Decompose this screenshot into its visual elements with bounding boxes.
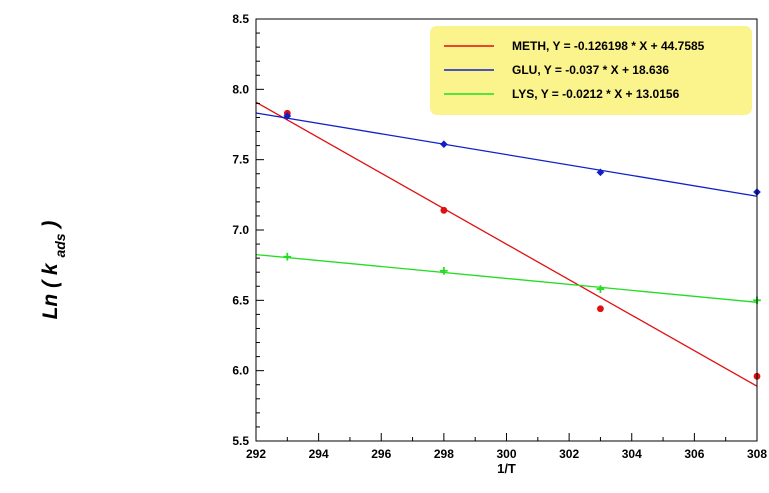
fit-line bbox=[255, 112, 758, 197]
data-point bbox=[440, 206, 448, 214]
axes: 292 294 296 298 300 302 304 306 308 5.5 6.0 6.5 7.0 7… bbox=[232, 12, 767, 461]
fit-line bbox=[255, 101, 758, 387]
fit-lines bbox=[255, 101, 758, 387]
legend: METH, Y = -0.126198 * X + 44.7585 GLU, Y … bbox=[430, 26, 752, 115]
x-tick-label: 300 bbox=[496, 447, 516, 461]
y-axis-label-close-paren: ) bbox=[39, 221, 62, 230]
data-point bbox=[283, 252, 292, 261]
x-tick-label: 308 bbox=[747, 447, 767, 461]
x-tick-label: 292 bbox=[246, 447, 266, 461]
y-axis-label: Ln ( k ads ) bbox=[39, 221, 68, 320]
x-tick-label: 294 bbox=[309, 447, 329, 461]
fit-line bbox=[255, 253, 758, 303]
y-tick-label: 8.0 bbox=[232, 82, 249, 96]
data-point bbox=[596, 285, 605, 293]
y-axis-label-variable: k bbox=[39, 262, 62, 275]
x-axis-label: 1/T bbox=[497, 461, 516, 476]
y-tick-label: 6.0 bbox=[232, 364, 249, 378]
legend-label: METH, Y = -0.126198 * X + 44.7585 bbox=[512, 39, 705, 53]
y-axis-label-main: Ln bbox=[39, 294, 62, 320]
legend-label: GLU, Y = -0.037 * X + 18.636 bbox=[512, 63, 669, 77]
data-point bbox=[283, 112, 292, 120]
y-tick-label: 6.5 bbox=[232, 293, 249, 307]
y-axis-label-open-paren: ( bbox=[39, 279, 62, 288]
data-point bbox=[597, 305, 604, 313]
y-tick-label: 5.5 bbox=[232, 434, 249, 448]
x-tick-label: 298 bbox=[434, 447, 454, 461]
data-markers bbox=[283, 109, 761, 380]
y-tick-label: 8.5 bbox=[232, 12, 249, 26]
y-tick-label: 7.0 bbox=[232, 223, 249, 237]
data-point bbox=[596, 168, 605, 177]
legend-label: LYS, Y = -0.0212 * X + 13.0156 bbox=[512, 87, 680, 101]
legend-box bbox=[430, 26, 752, 115]
x-tick-label: 296 bbox=[371, 447, 391, 461]
x-tick-label: 302 bbox=[559, 447, 579, 461]
y-tick-label: 7.5 bbox=[232, 153, 249, 167]
data-point bbox=[440, 140, 448, 148]
x-tick-label: 304 bbox=[622, 447, 642, 461]
data-point bbox=[440, 266, 448, 275]
x-tick-label: 306 bbox=[684, 447, 704, 461]
y-axis-label-subscript: ads bbox=[52, 233, 68, 257]
svg-text:Ln ( k ads: Ln ( k ads ) bbox=[39, 221, 68, 320]
